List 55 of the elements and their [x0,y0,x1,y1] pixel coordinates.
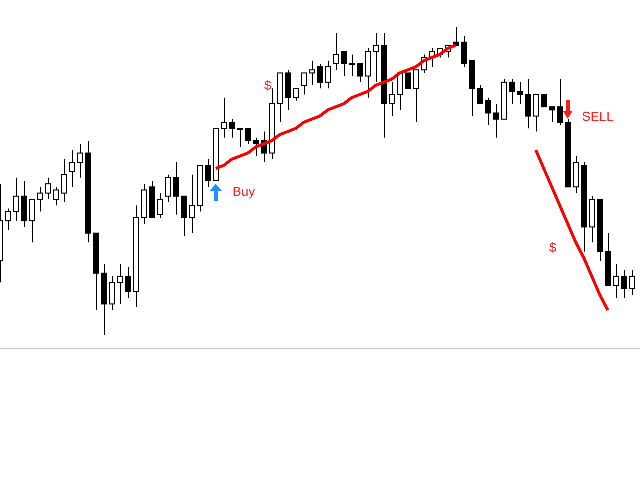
candlestick [542,94,548,108]
candlestick [78,144,84,178]
annotation: $ [549,240,558,255]
candlestick [486,97,492,126]
candlestick [30,198,36,244]
candlestick [326,60,332,90]
candlestick [622,270,628,299]
candlestick [318,63,324,90]
candlestick [118,264,124,305]
candlestick [14,177,20,222]
candlestick [614,264,620,299]
candlestick [342,51,348,77]
candlestick [182,196,188,237]
candlestick [494,104,500,138]
candlestick [334,32,340,71]
candlestick [38,186,44,212]
candlestick [174,162,180,216]
candlestick [534,94,540,132]
candlestick [70,150,76,188]
candlestick [398,72,404,111]
candlestick [206,158,212,188]
candlestick [478,85,484,104]
candlestick [230,118,236,138]
candlestick [190,174,196,234]
candlestick [550,106,556,123]
candlestick [246,128,252,145]
candlestick [630,270,636,296]
candlestick [518,82,524,104]
candlestick [222,97,228,138]
candlestick [302,72,308,96]
candlestick [158,192,164,218]
candlestick [558,78,564,126]
candlestick [350,54,356,77]
annotation: SELL [582,109,614,124]
candlestick [374,32,380,83]
annotation: $ [264,78,272,93]
candlestick [238,128,244,148]
candlestick [126,266,132,299]
candlestick [6,208,12,231]
candlestick [526,78,532,130]
annotation: Buy [232,184,256,199]
candlestick [166,174,172,204]
candlestick [110,276,116,311]
candlestick [254,137,260,157]
candlestick [406,72,412,90]
candlestick [510,78,516,104]
candlestick [62,158,68,204]
candlestick [358,63,364,83]
candlestick [414,70,420,123]
candlestick [46,177,52,200]
candlestick [390,82,396,117]
candlestick [462,36,468,68]
candlestick [310,60,316,86]
candlestick [294,88,300,102]
candlestick [54,186,60,206]
